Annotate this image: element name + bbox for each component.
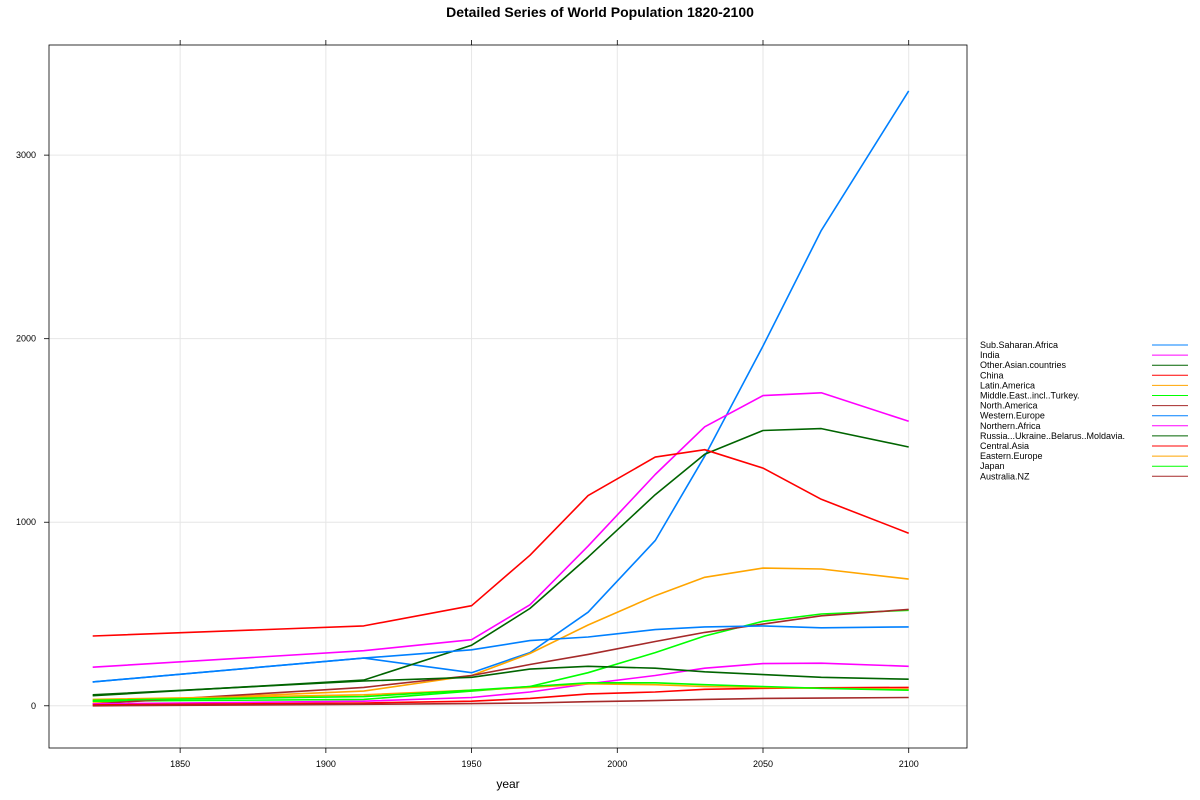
series-line bbox=[92, 567, 909, 703]
x-tick-label: 1850 bbox=[170, 759, 190, 769]
series-lines bbox=[92, 90, 910, 707]
series-line bbox=[92, 391, 909, 668]
legend-entry-label: North.America bbox=[980, 401, 1038, 411]
legend-entry-label: India bbox=[980, 350, 1000, 360]
legend-entry-label: Central.Asia bbox=[980, 441, 1029, 451]
x-tick-label: 1950 bbox=[462, 759, 482, 769]
series-line bbox=[92, 682, 909, 701]
y-tick-label: 2000 bbox=[16, 334, 36, 344]
y-tick-label: 3000 bbox=[16, 150, 36, 160]
y-tick-label: 1000 bbox=[16, 517, 36, 527]
series-line bbox=[92, 681, 909, 702]
series-line bbox=[92, 427, 909, 697]
legend-entry-label: Japan bbox=[980, 461, 1005, 471]
legend-entry-label: Russia...Ukraine..Belarus..Moldavia. bbox=[980, 431, 1125, 441]
legend-entry-label: Latin.America bbox=[980, 380, 1035, 390]
legend-entry-label: Northern.Africa bbox=[980, 421, 1041, 431]
x-tick-label: 2050 bbox=[753, 759, 773, 769]
legend: Sub.Saharan.AfricaIndiaOther.Asian.count… bbox=[980, 340, 1188, 481]
x-tick-label: 1900 bbox=[316, 759, 336, 769]
legend-entry-label: Other.Asian.countries bbox=[980, 360, 1067, 370]
legend-entry-label: Middle.East..incl..Turkey. bbox=[980, 391, 1080, 401]
legend-entry-label: Sub.Saharan.Africa bbox=[980, 340, 1058, 350]
series-line bbox=[92, 609, 909, 702]
chart-title: Detailed Series of World Population 1820… bbox=[446, 4, 754, 20]
x-axis-label: year bbox=[496, 777, 519, 791]
x-tick-label: 2100 bbox=[899, 759, 919, 769]
series-line bbox=[92, 696, 909, 707]
y-axis: 0 1000 2000 3000 bbox=[16, 150, 49, 711]
grid bbox=[49, 45, 967, 748]
plot-frame bbox=[48, 44, 968, 749]
series-line bbox=[92, 608, 909, 705]
legend-entry-label: Australia.NZ bbox=[980, 471, 1030, 481]
series-line bbox=[92, 662, 909, 705]
x-tick-label: 2000 bbox=[607, 759, 627, 769]
series-line bbox=[92, 665, 909, 696]
legend-entry-label: Western.Europe bbox=[980, 411, 1045, 421]
series-line bbox=[92, 625, 909, 683]
series-line bbox=[92, 448, 909, 637]
series-line bbox=[92, 90, 910, 683]
x-axis: 1850 1900 1950 2000 2050 2100 bbox=[170, 40, 919, 769]
y-tick-label: 0 bbox=[31, 701, 36, 711]
legend-entry-label: Eastern.Europe bbox=[980, 451, 1043, 461]
legend-entry-label: China bbox=[980, 370, 1004, 380]
